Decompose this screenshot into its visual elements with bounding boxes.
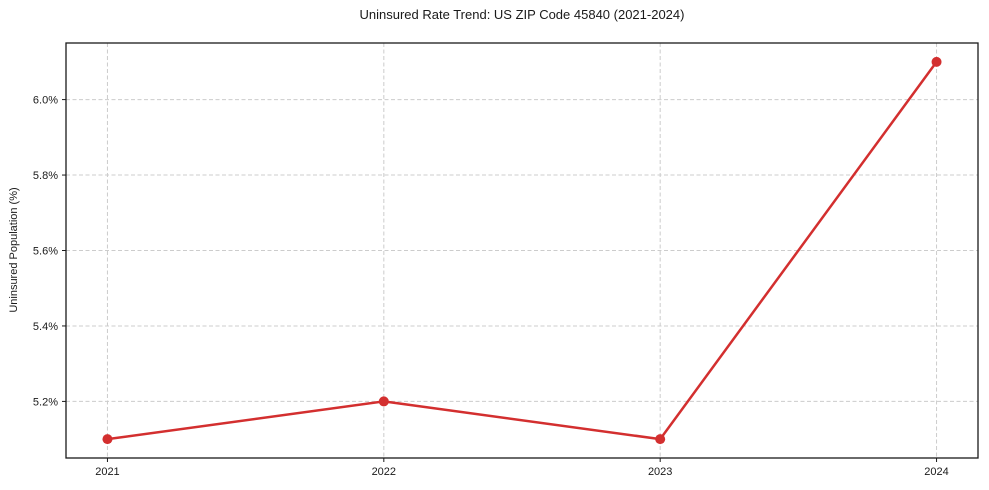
- y-tick-label: 5.2%: [33, 396, 58, 408]
- y-tick-label: 5.8%: [33, 170, 58, 182]
- series-line: [106, 60, 938, 441]
- y-tick-label: 6.0%: [33, 94, 58, 106]
- data-point: [378, 396, 389, 407]
- x-tick-label: 2024: [924, 466, 948, 478]
- grid-lines: [66, 43, 978, 458]
- plot-border: [65, 42, 979, 459]
- chart-title: Uninsured Rate Trend: US ZIP Code 45840 …: [359, 7, 685, 22]
- y-tick-label: 5.6%: [33, 245, 58, 257]
- x-tick-label: 2022: [372, 466, 396, 478]
- data-point: [655, 434, 666, 445]
- data-point: [931, 56, 942, 67]
- x-tick-label: 2023: [648, 466, 672, 478]
- x-tick-label: 2021: [95, 466, 119, 478]
- x-axis-ticks: 2021 2022 2023 2024: [95, 458, 949, 478]
- y-tick-label: 5.4%: [33, 321, 58, 333]
- y-axis-ticks: 5.2% 5.4% 5.6% 5.8% 6.0%: [33, 94, 66, 408]
- data-point: [102, 434, 113, 445]
